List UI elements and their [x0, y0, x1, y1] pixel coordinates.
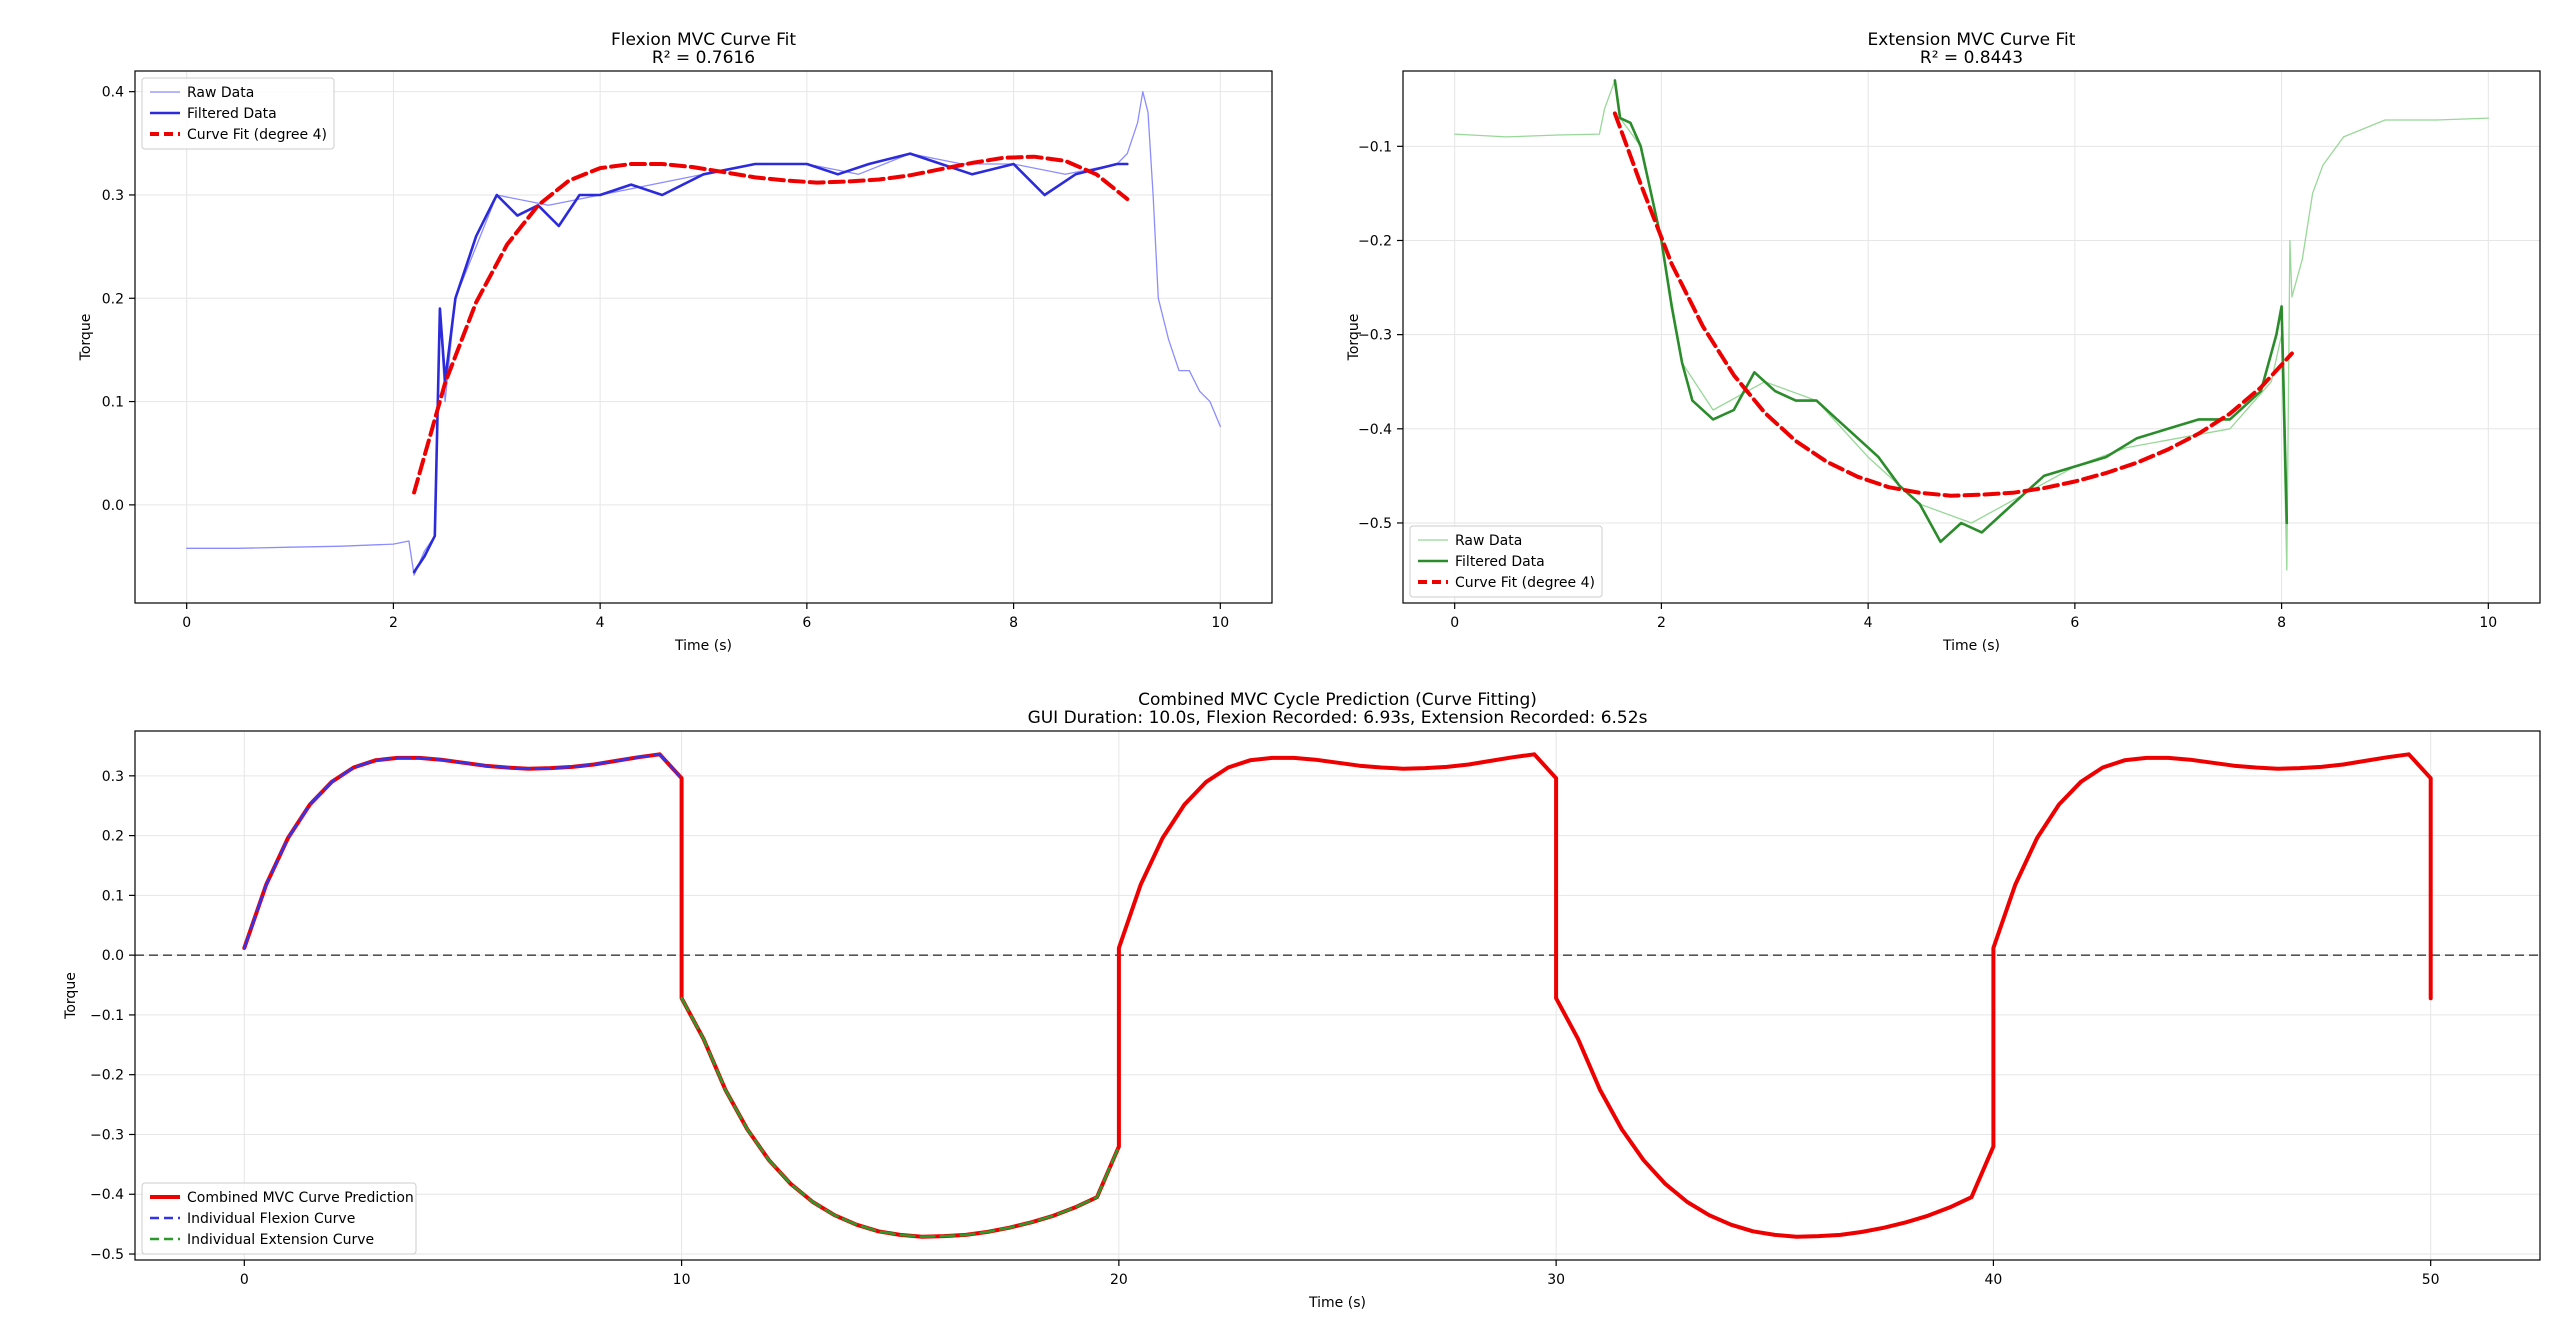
legend-box	[141, 1182, 417, 1255]
chart-title: Combined MVC Cycle Prediction (Curve Fit…	[1138, 690, 1537, 710]
y-axis-label: Torque	[78, 314, 94, 362]
y-tick-label: 0.2	[102, 829, 124, 845]
series-line-1	[186, 91, 1221, 576]
y-tick-label: 0.2	[102, 291, 124, 307]
legend-label: Individual Flexion Curve	[187, 1211, 355, 1227]
plot-area	[186, 91, 1221, 576]
y-tick-label: 0.0	[102, 948, 124, 964]
x-tick-label: 40	[1984, 1272, 2002, 1288]
legend-label: Combined MVC Curve Prediction	[187, 1190, 414, 1206]
series-line-extension	[680, 996, 1121, 1238]
x-tick-label: 0	[1450, 615, 1459, 631]
x-tick-label: 6	[802, 615, 811, 631]
x-axis-label: Time (s)	[1942, 638, 2000, 654]
chart-subtitle: GUI Duration: 10.0s, Flexion Recorded: 6…	[1028, 708, 1648, 728]
y-tick-label: −0.3	[90, 1127, 124, 1143]
axes-frame	[134, 730, 2541, 1261]
y-tick-label: −0.3	[1358, 328, 1392, 344]
series-line-flexion	[243, 753, 683, 950]
y-axis-label: Torque	[63, 972, 79, 1020]
y-tick-label: −0.1	[90, 1008, 124, 1024]
chart-panel-1: 0 2 4 6 8 10 0.0 0.1 0.2 0.3 0.4 Flexion MVC Curve …	[78, 30, 1273, 654]
x-tick-label: 0	[182, 615, 191, 631]
y-tick-label: 0.1	[102, 395, 124, 411]
series-line-2	[412, 152, 1129, 574]
x-tick-label: 10	[2479, 615, 2497, 631]
x-tick-label: 20	[1110, 1272, 1128, 1288]
x-axis-label: Time (s)	[1308, 1295, 1366, 1311]
legend: Raw Data Filtered Data Curve Fit (degree 4…	[1409, 525, 1603, 598]
y-tick-label: −0.4	[90, 1187, 124, 1203]
y-tick-label: 0.0	[102, 498, 124, 514]
y-tick-label: 0.3	[102, 769, 124, 785]
y-tick-label: 0.4	[102, 85, 124, 101]
x-tick-label: 8	[2277, 615, 2286, 631]
legend-label: Raw Data	[1455, 533, 1522, 549]
series-line-3	[1612, 111, 2294, 498]
y-axis-label: Torque	[1346, 314, 1362, 362]
chart-title: Extension MVC Curve Fit	[1868, 30, 2076, 50]
y-tick-label: 0.1	[102, 888, 124, 904]
legend-label: Curve Fit (degree 4)	[187, 127, 327, 143]
axes-frame	[1402, 70, 2541, 604]
legend-label: Filtered Data	[1455, 554, 1545, 570]
chart-title: Flexion MVC Curve Fit	[611, 30, 796, 50]
plot-area	[1454, 79, 2489, 571]
y-tick-label: −0.2	[1358, 233, 1392, 249]
x-tick-label: 6	[2070, 615, 2079, 631]
x-tick-label: 4	[1864, 615, 1873, 631]
legend-label: Filtered Data	[187, 106, 277, 122]
y-tick-label: −0.5	[90, 1247, 124, 1263]
x-tick-label: 2	[389, 615, 398, 631]
y-tick-label: −0.5	[1358, 516, 1392, 532]
series-line-3	[412, 154, 1130, 495]
legend-box	[1409, 525, 1603, 598]
x-tick-label: 30	[1547, 1272, 1565, 1288]
chart-subtitle: R² = 0.8443	[1920, 48, 2023, 68]
legend-box	[141, 77, 335, 150]
x-tick-label: 0	[240, 1272, 249, 1288]
series-line-2	[1613, 79, 2289, 544]
series-line-combined	[242, 752, 2433, 1239]
x-tick-label: 50	[2422, 1272, 2440, 1288]
x-tick-label: 10	[1211, 615, 1229, 631]
x-axis-label: Time (s)	[674, 638, 732, 654]
legend: Raw Data Filtered Data Curve Fit (degree 4…	[141, 77, 335, 150]
legend-label: Raw Data	[187, 85, 254, 101]
x-tick-label: 2	[1657, 615, 1666, 631]
y-tick-label: −0.4	[1358, 422, 1392, 438]
y-tick-label: −0.2	[90, 1068, 124, 1084]
axes-frame	[134, 70, 1273, 604]
y-tick-label: 0.3	[102, 188, 124, 204]
x-tick-label: 8	[1009, 615, 1018, 631]
legend-label: Curve Fit (degree 4)	[1455, 575, 1595, 591]
legend-label: Individual Extension Curve	[187, 1232, 374, 1248]
x-tick-label: 10	[673, 1272, 691, 1288]
chart-subtitle: R² = 0.7616	[652, 48, 755, 68]
chart-panel-2: 0 2 4 6 8 10 −0.1 −0.2 −0.3 −0.4 −0.5 Extension MVC…	[1346, 30, 2541, 654]
chart-panel-3: 0 10 20 30 40 50 0.3 0.2 0.1 0.0 −0.1 −0.2 −0.3 −0.4 −…	[63, 690, 2541, 1311]
legend: Combined MVC Curve Prediction Individual …	[141, 1182, 417, 1255]
plot-area	[242, 752, 2433, 1239]
y-tick-label: −0.1	[1358, 139, 1392, 155]
x-tick-label: 4	[596, 615, 605, 631]
